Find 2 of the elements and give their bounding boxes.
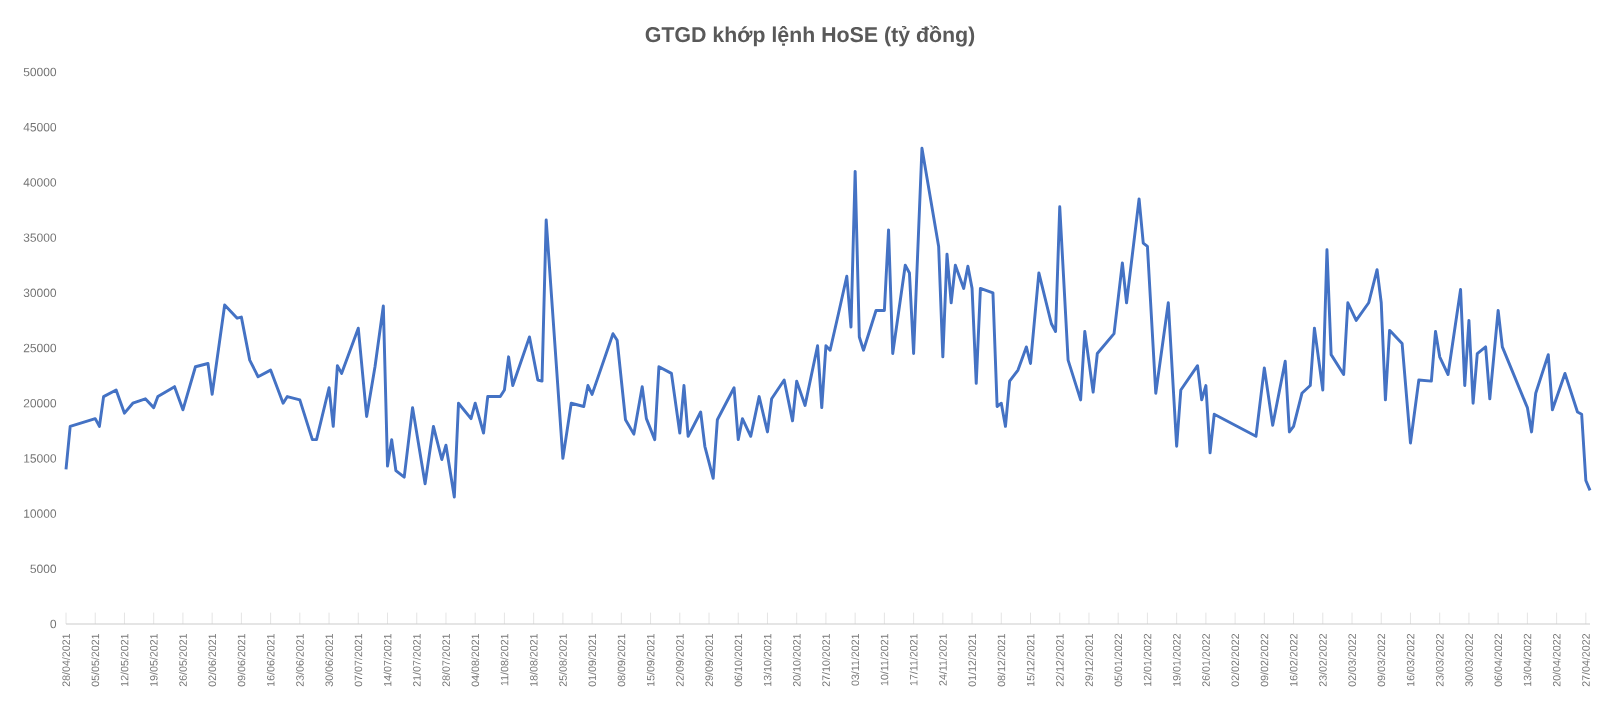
line-series (64, 146, 1592, 499)
chart-title: GTGD khớp lệnh HoSE (tỷ đồng) (645, 25, 975, 47)
